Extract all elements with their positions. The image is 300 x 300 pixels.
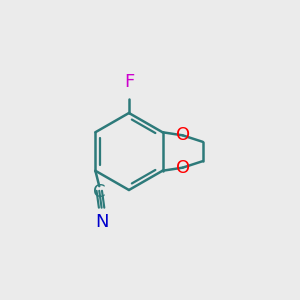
Text: O: O (176, 159, 190, 177)
Text: N: N (95, 213, 108, 231)
Text: O: O (176, 126, 190, 144)
Text: F: F (124, 74, 134, 92)
Text: C: C (93, 183, 106, 201)
